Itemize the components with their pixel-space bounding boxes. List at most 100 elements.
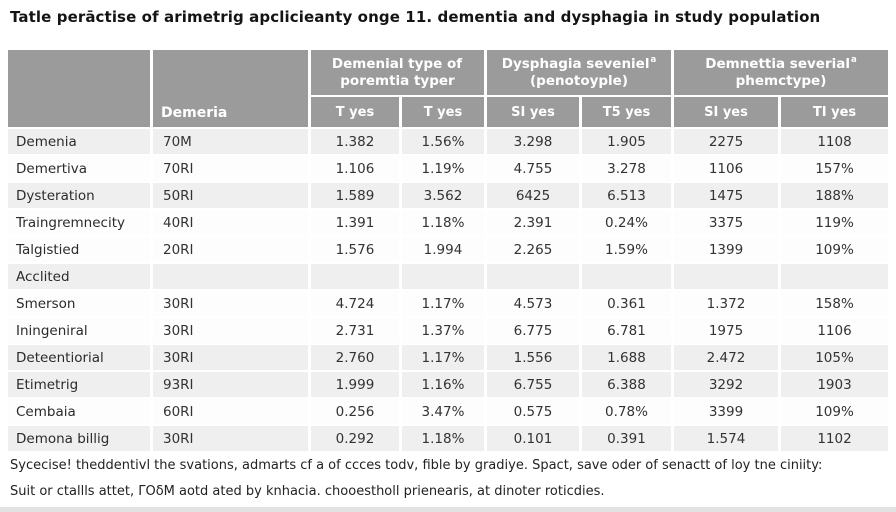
- table-cell: 2.731: [311, 318, 399, 343]
- table-cell: 3.298: [487, 129, 579, 154]
- table-cell: 20RI: [153, 237, 308, 262]
- row-label: Cembaia: [8, 399, 150, 424]
- table-cell: 0.256: [311, 399, 399, 424]
- table-cell: [402, 264, 484, 289]
- table-cell: 1.391: [311, 210, 399, 235]
- table-cell: 1.556: [487, 345, 579, 370]
- table-cell: 1106: [674, 156, 778, 181]
- table-cell: 1475: [674, 183, 778, 208]
- table-cell: 30RI: [153, 318, 308, 343]
- table-cell: 6425: [487, 183, 579, 208]
- table-cell: 3.278: [582, 156, 671, 181]
- footnote-marker: a: [850, 55, 857, 66]
- table-cell: 4.724: [311, 291, 399, 316]
- group-header-line1: Dysphagia seveniel: [501, 55, 650, 72]
- table-cell: 2.472: [674, 345, 778, 370]
- table-cell: 70RI: [153, 156, 308, 181]
- table-cell: 1.576: [311, 237, 399, 262]
- table-cell: [674, 264, 778, 289]
- table-cell: 2.760: [311, 345, 399, 370]
- table-cell: 30RI: [153, 426, 308, 451]
- table-cell: 3399: [674, 399, 778, 424]
- table-cell: 0.78%: [582, 399, 671, 424]
- row-label: Iningeniral: [8, 318, 150, 343]
- table-cell: 1.59%: [582, 237, 671, 262]
- table-cell: 1.688: [582, 345, 671, 370]
- table-cell: 3375: [674, 210, 778, 235]
- row-label: Smerson: [8, 291, 150, 316]
- table-cell: 0.24%: [582, 210, 671, 235]
- table-cell: 6.775: [487, 318, 579, 343]
- table-cell: 1.106: [311, 156, 399, 181]
- column-header-demeria: Demeria: [153, 50, 308, 127]
- table-cell: 30RI: [153, 345, 308, 370]
- row-label: Dysteration: [8, 183, 150, 208]
- table-cell: 1108: [781, 129, 888, 154]
- table-cell: 1.18%: [402, 210, 484, 235]
- row-label: Acclited: [8, 264, 150, 289]
- table-cell: 1.574: [674, 426, 778, 451]
- table-cell: 119%: [781, 210, 888, 235]
- row-label: Demertiva: [8, 156, 150, 181]
- row-label: Traingremnecity: [8, 210, 150, 235]
- table-cell: 1.372: [674, 291, 778, 316]
- group-header-line2: poremtia typer: [340, 72, 455, 89]
- row-label: Talgistied: [8, 237, 150, 262]
- footnote-marker: a: [650, 55, 657, 66]
- table-cell: 1.19%: [402, 156, 484, 181]
- table-cell: 1975: [674, 318, 778, 343]
- subheader-cell: T yes: [402, 97, 484, 127]
- table-cell: [781, 264, 888, 289]
- table-cell: 1.994: [402, 237, 484, 262]
- table-cell: 2275: [674, 129, 778, 154]
- table-cell: 0.101: [487, 426, 579, 451]
- table-cell: 50RI: [153, 183, 308, 208]
- table-cell: 1.17%: [402, 345, 484, 370]
- table-cell: 4.573: [487, 291, 579, 316]
- table-cell: 0.292: [311, 426, 399, 451]
- table-cell: 1.382: [311, 129, 399, 154]
- page-title: Tatle perāctise of arimetrig apclicieant…: [10, 8, 821, 26]
- table-cell: 2.391: [487, 210, 579, 235]
- study-table: Demeria Demenial type of poremtia typer …: [8, 50, 888, 451]
- table-cell: 1102: [781, 426, 888, 451]
- table-cell: 3292: [674, 372, 778, 397]
- row-label: Demenia: [8, 129, 150, 154]
- table-cell: 158%: [781, 291, 888, 316]
- table-cell: 30RI: [153, 291, 308, 316]
- table-cell: 0.575: [487, 399, 579, 424]
- table-cell: 0.361: [582, 291, 671, 316]
- row-label: Deteentiorial: [8, 345, 150, 370]
- table-cell: 1.999: [311, 372, 399, 397]
- table-cell: 2.265: [487, 237, 579, 262]
- table-cell: 1.589: [311, 183, 399, 208]
- group-header-demenial-type: Demenial type of poremtia typer: [311, 50, 484, 95]
- table-cell: 6.388: [582, 372, 671, 397]
- footnote-1: Sycecise! theddentivl the svations, adma…: [10, 458, 823, 473]
- subheader-cell: SI yes: [674, 97, 778, 127]
- table-cell: 109%: [781, 237, 888, 262]
- table-cell: [487, 264, 579, 289]
- subheader-cell: SI yes: [487, 97, 579, 127]
- table-cell: 3.47%: [402, 399, 484, 424]
- table-cell: 1.16%: [402, 372, 484, 397]
- table-cell: 6.781: [582, 318, 671, 343]
- footnote-2: Suit or ctallls attet, ΓΟδM aotd ated by…: [10, 484, 605, 499]
- table-cell: 1.18%: [402, 426, 484, 451]
- table-cell: 1.17%: [402, 291, 484, 316]
- table-cell: 60RI: [153, 399, 308, 424]
- table-cell: 1106: [781, 318, 888, 343]
- table-cell: 40RI: [153, 210, 308, 235]
- table-cell: 1.905: [582, 129, 671, 154]
- group-header-line2: phemctype): [735, 72, 827, 89]
- table-cell: 0.391: [582, 426, 671, 451]
- table-cell: 157%: [781, 156, 888, 181]
- table-cell: 93RI: [153, 372, 308, 397]
- corner-cell: [8, 50, 150, 127]
- group-header-dysphagia: Dysphagia seveniela (penotoyple): [487, 50, 671, 95]
- table-cell: 1.37%: [402, 318, 484, 343]
- table-cell: 1903: [781, 372, 888, 397]
- subheader-cell: T5 yes: [582, 97, 671, 127]
- table-cell: 70M: [153, 129, 308, 154]
- table-cell: 109%: [781, 399, 888, 424]
